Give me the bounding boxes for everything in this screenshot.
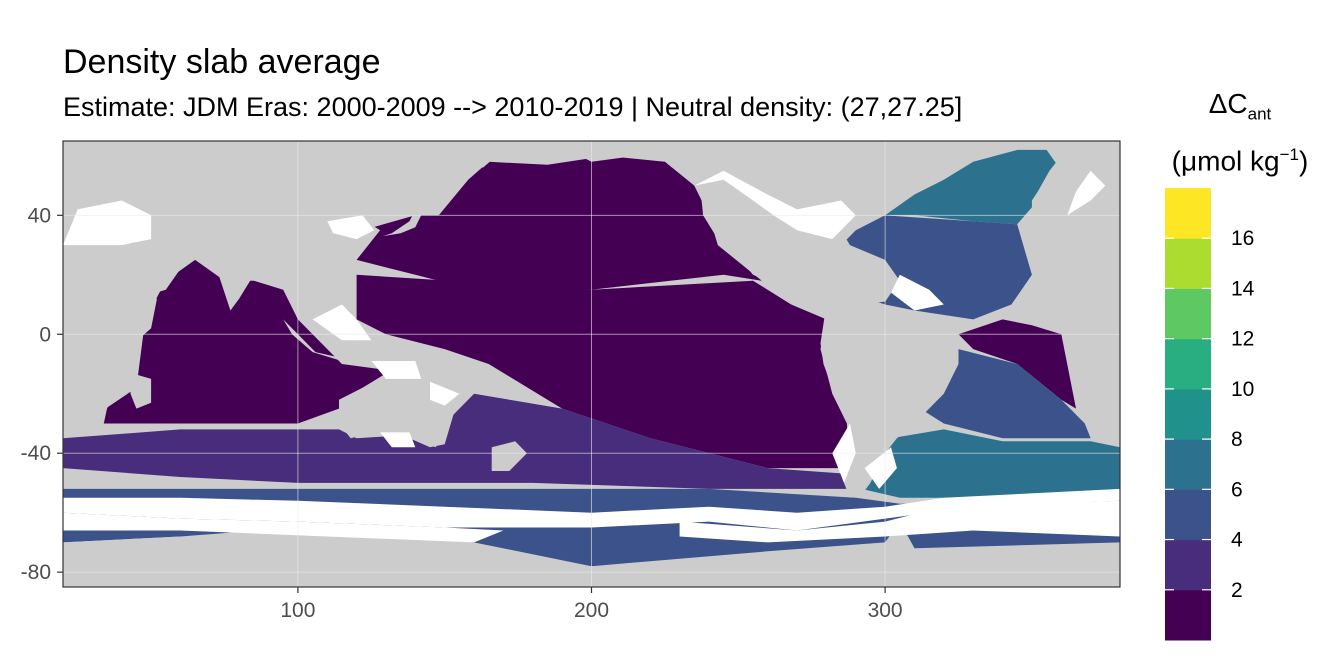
colorbar-swatch [1165, 338, 1211, 390]
colorbar-swatch [1165, 188, 1211, 239]
colorbar-label: 16 [1231, 227, 1254, 250]
japan-land [383, 203, 430, 237]
caribbean-nodata [891, 274, 944, 311]
chart-subtitle: Estimate: JDM Eras: 2000-2009 --> 2010-2… [63, 92, 963, 122]
new-zealand-land [491, 441, 527, 471]
ocean-region-4 [63, 393, 850, 489]
ocean-region-2 [356, 274, 850, 469]
antarctic-coast-nodata-west [63, 512, 504, 543]
baltic-nodata [1067, 170, 1106, 216]
legend-symbol-sub: ant [1247, 104, 1272, 124]
y-tick-label: 0 [39, 323, 51, 346]
argentina-shelf-nodata [864, 447, 897, 489]
north-america-land [629, 141, 900, 311]
colorbar-swatch [1165, 489, 1211, 541]
ocean-region-10 [861, 429, 1120, 498]
indonesia-land [283, 319, 445, 364]
colorbar-swatch [1165, 539, 1211, 591]
madagascar-land [130, 372, 152, 409]
colorbar-label: 10 [1231, 378, 1254, 401]
colorbar-label: 4 [1231, 529, 1243, 552]
legend-unit-sup: −1 [1279, 144, 1299, 164]
legend-unit-open: (μmol kg [1171, 144, 1280, 176]
east-asia-nodata [327, 215, 375, 240]
legend-unit-close: ) [1299, 144, 1309, 176]
colorbar-label: 2 [1231, 579, 1243, 602]
chart-title: Density slab average [63, 43, 381, 81]
south-america-land [820, 298, 959, 498]
coral-sea-nodata [430, 381, 460, 406]
colorbar-label: 14 [1231, 277, 1255, 300]
antarctic-coast-nodata-east [679, 500, 1120, 543]
colorbar-label: 6 [1231, 478, 1243, 501]
legend-unit: (μmol kg−1) [1150, 135, 1330, 181]
ocean-region-9 [920, 349, 1091, 439]
x-tick-label: 300 [868, 599, 903, 622]
arabia-land [121, 245, 181, 299]
australia-land [339, 367, 454, 448]
legend-symbol: ΔCant [1150, 84, 1330, 135]
mediterranean-nodata [63, 200, 152, 246]
colorbar-swatch [1165, 238, 1211, 289]
south-asia-land [195, 215, 381, 311]
australia-north-nodata [371, 361, 422, 379]
ocean-region-7 [773, 215, 1032, 320]
x-tick-label: 100 [280, 599, 315, 622]
africa-land [63, 251, 157, 436]
ocean-region-8 [958, 319, 1076, 409]
legend-title: ΔCant (μmol kg−1) [1150, 84, 1330, 181]
ocean-region-6 [885, 149, 1062, 225]
greenland-land [920, 141, 996, 156]
x-tick-label: 200 [574, 599, 609, 622]
y-tick-label: -40 [21, 442, 51, 465]
southern-nodata-band [63, 488, 1120, 531]
colorbar-label: 8 [1231, 428, 1243, 451]
southeast-asia-nodata [312, 304, 372, 341]
north-america-nodata [694, 170, 856, 240]
colorbar-swatch [1165, 439, 1211, 490]
y-tick-label: -80 [21, 561, 51, 584]
antarctica-land [63, 521, 1120, 587]
grid-layer [63, 141, 1120, 587]
y-tick-label: 40 [28, 204, 51, 227]
colorbar-label: 12 [1231, 328, 1254, 351]
ocean-region-1 [356, 155, 762, 290]
bight-nodata [380, 432, 416, 448]
legend-symbol-main: ΔC [1208, 88, 1248, 119]
colorbar-swatch [1165, 388, 1211, 440]
colorbar-swatch [1165, 589, 1211, 641]
colorbar-swatch [1165, 288, 1211, 340]
